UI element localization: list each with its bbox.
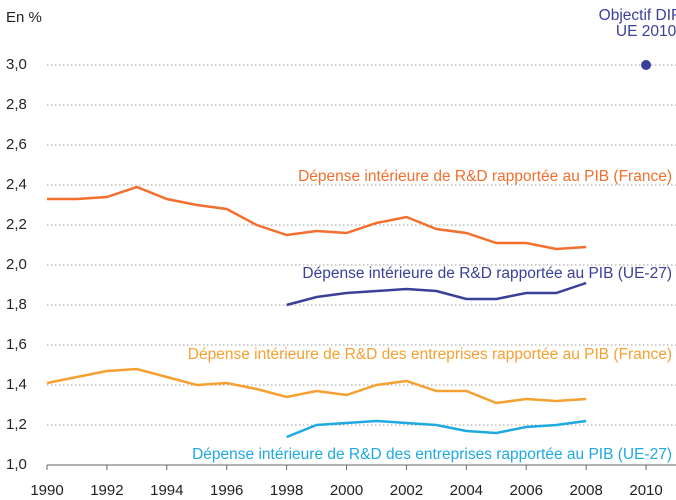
y-tick-label: 1,4: [6, 376, 27, 393]
series-label: Dépense intérieure de R&D rapportée au P…: [302, 265, 672, 282]
series-line: [286, 419, 587, 439]
series-label: Dépense intérieure de R&D des entreprise…: [192, 446, 672, 463]
target-point: [641, 60, 652, 70]
target-label: Objectif DIRD: [599, 7, 676, 24]
y-tick-label: 1,2: [6, 416, 27, 433]
x-tick-label: 2006: [510, 482, 543, 499]
y-tick-label: 2,4: [6, 176, 27, 193]
y-tick-label: 1,0: [6, 456, 27, 473]
series-label: Dépense intérieure de R&D rapportée au P…: [298, 168, 672, 185]
x-tick-label: 2010: [629, 482, 662, 499]
y-tick-label: 2,2: [6, 216, 27, 233]
x-tick-label: 2004: [450, 482, 483, 499]
y-tick-label: 2,8: [6, 96, 27, 113]
target-label: UE 2010: [616, 23, 676, 40]
y-tick-label: 1,8: [6, 296, 27, 313]
series-label: Dépense intérieure de R&D des entreprise…: [188, 346, 672, 363]
series-line: [46, 367, 587, 405]
x-tick-label: 2002: [390, 482, 423, 499]
x-tick-label: 1996: [210, 482, 243, 499]
y-tick-label: 3,0: [6, 56, 27, 73]
series-line: [47, 185, 587, 251]
x-tick-label: 1994: [150, 482, 183, 499]
x-tick-label: 2000: [330, 482, 363, 499]
x-tick-label: 1990: [30, 482, 63, 499]
y-axis-label: En %: [6, 9, 42, 26]
x-tick-label: 1998: [270, 482, 303, 499]
x-tick-label: 2008: [569, 482, 602, 499]
y-tick-label: 2,6: [6, 136, 27, 153]
y-tick-label: 2,0: [6, 256, 27, 273]
series-line: [286, 281, 587, 307]
x-tick-label: 1992: [90, 482, 123, 499]
y-tick-label: 1,6: [6, 336, 27, 353]
